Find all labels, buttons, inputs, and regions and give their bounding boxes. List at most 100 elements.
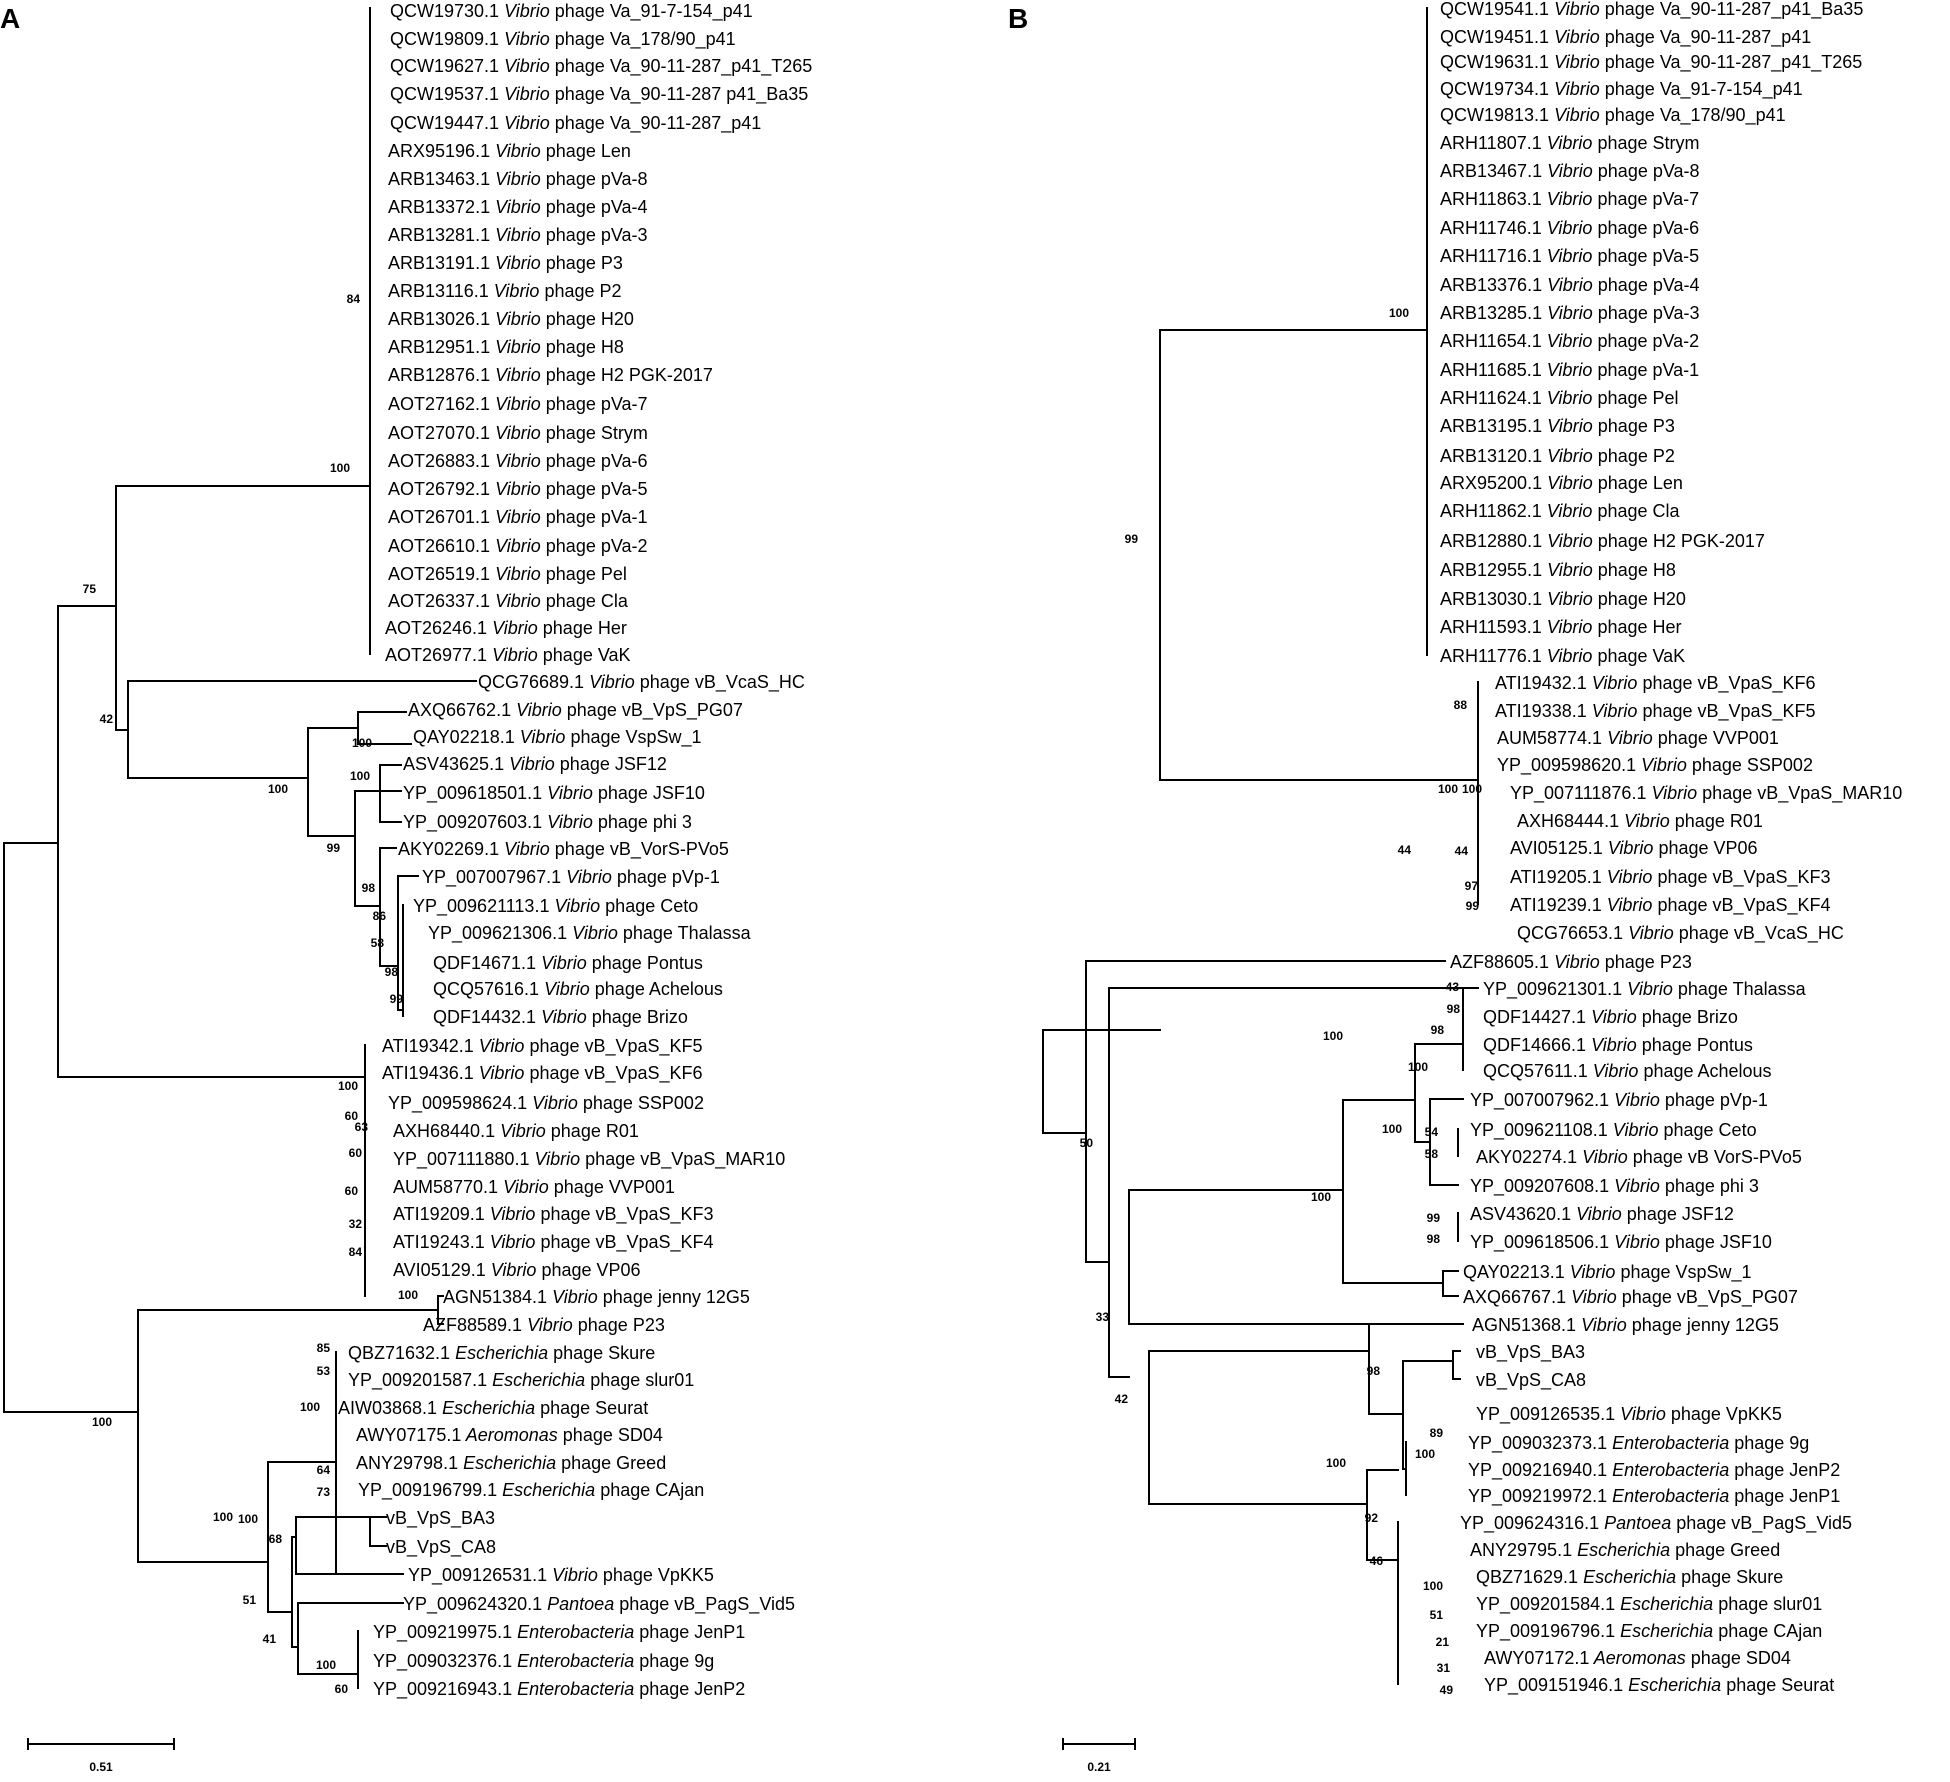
- tip-accession: AKY02269.1: [398, 839, 499, 859]
- tip-genus: Vibrio: [498, 1177, 549, 1197]
- tip-label: YP_009196799.1 Escherichia phage CAjan: [358, 1480, 704, 1501]
- tip-label: YP_009618501.1 Vibrio phage JSF10: [403, 783, 705, 804]
- tip-accession: YP_009201584.1: [1476, 1594, 1615, 1615]
- tip-accession: ARH11624.1: [1440, 388, 1542, 408]
- tip-accession: ARB13120.1: [1440, 446, 1542, 466]
- bootstrap-value: 53: [317, 1364, 331, 1378]
- tip-accession: QCQ57616.1: [433, 979, 539, 999]
- tip-accession: ARH11862.1: [1440, 501, 1542, 521]
- tip-phage-name: phage Cla: [1592, 501, 1680, 521]
- tip-accession: YP_007007967.1: [422, 867, 561, 888]
- tip-genus: Vibrio: [1602, 728, 1653, 748]
- tip-genus: Vibrio: [499, 29, 550, 49]
- tip-genus: Vibrio: [490, 225, 541, 245]
- tip-genus: Vibrio: [1622, 979, 1673, 999]
- tip-label: ARB13467.1 Vibrio phage pVa-8: [1440, 161, 1700, 181]
- tip-phage-name: phage Strym: [541, 423, 648, 443]
- tip-label: YP_009201584.1 Escherichia phage slur01: [1476, 1594, 1822, 1615]
- tip-phage-name: phage Pontus: [1637, 1035, 1753, 1055]
- tip-phage-name: phage P3: [541, 253, 623, 273]
- tip-accession: ARB12876.1: [388, 365, 490, 385]
- tip-genus: Vibrio: [495, 1121, 546, 1141]
- tip-phage-name: phage pVp-1: [1660, 1090, 1768, 1110]
- tip-phage-name: phage vB_VpaS_MAR10: [580, 1149, 785, 1170]
- tip-accession: AGN51384.1: [443, 1287, 547, 1307]
- tip-genus: Vibrio: [1587, 701, 1638, 721]
- bootstrap-value: 50: [1080, 1136, 1094, 1150]
- tip-genus: Vibrio: [1602, 867, 1653, 887]
- tip-label: ARB12880.1 Vibrio phage H2 PGK-2017: [1440, 531, 1765, 551]
- tip-label: YP_009598620.1 Vibrio phage SSP002: [1497, 755, 1813, 776]
- tip-accession: ARH11746.1: [1440, 218, 1542, 238]
- tip-label: AVI05125.1 Vibrio phage VP06: [1510, 838, 1758, 858]
- tip-phage-name: phage VaK: [1592, 646, 1685, 666]
- tip-accession: QDF14666.1: [1483, 1035, 1586, 1055]
- tip-phage-name: phage Va_91-7-154_p41: [1600, 79, 1803, 100]
- tip-accession: QCW19734.1: [1440, 79, 1549, 99]
- tip-phage-name: phage vB_PagS_Vid5: [614, 1594, 795, 1615]
- tip-genus: Escherichia: [487, 1370, 585, 1390]
- tip-genus: Vibrio: [1577, 1147, 1628, 1167]
- tip-accession: ARB13030.1: [1440, 589, 1542, 609]
- bootstrap-value: 41: [263, 1632, 277, 1646]
- tip-genus: Vibrio: [515, 727, 566, 747]
- tip-genus: Vibrio: [529, 1149, 580, 1169]
- tip-accession: QDF14671.1: [433, 953, 536, 973]
- tip-phage-name: phage vB_VpaS_KF3: [535, 1204, 713, 1225]
- tip-label: QCQ57616.1 Vibrio phage Achelous: [433, 979, 723, 999]
- tip-phage-name: phage Thalassa: [1673, 979, 1807, 999]
- bootstrap-value: 99: [390, 992, 404, 1006]
- tip-genus: Vibrio: [485, 1204, 536, 1224]
- tip-genus: Vibrio: [1608, 1120, 1659, 1140]
- tip-genus: Vibrio: [1586, 1007, 1637, 1027]
- tip-accession: QCW19627.1: [390, 56, 499, 76]
- tip-label: QDF14666.1 Vibrio phage Pontus: [1483, 1035, 1753, 1055]
- tip-accession: QBZ71629.1: [1476, 1567, 1578, 1587]
- tip-genus: Vibrio: [536, 953, 587, 973]
- tip-label: ARH11624.1 Vibrio phage Pel: [1440, 388, 1679, 408]
- tip-genus: Vibrio: [490, 197, 541, 217]
- tip-accession: AVI05129.1: [393, 1260, 486, 1280]
- tip-labels: QCW19541.1 Vibrio phage Va_90-11-287_p41…: [1440, 0, 1902, 1696]
- tip-accession: ARB13376.1: [1440, 275, 1542, 295]
- bootstrap-value: 42: [100, 712, 114, 726]
- tip-phage-name: phage H20: [541, 309, 634, 329]
- tip-phage-name: phage H2 PGK-2017: [1593, 531, 1765, 551]
- tip-accession: ATI19436.1: [382, 1063, 474, 1083]
- tip-accession: YP_009624320.1: [403, 1594, 542, 1615]
- tip-genus: Escherichia: [458, 1453, 556, 1473]
- tip-label: QCQ57611.1 Vibrio phage Achelous: [1483, 1061, 1772, 1081]
- bootstrap-value: 100: [1408, 1060, 1428, 1074]
- tip-label: AKY02274.1 Vibrio phage vB VorS-PVo5: [1476, 1147, 1802, 1167]
- scale-bar-label: 0.21: [1087, 1760, 1111, 1774]
- tip-accession: YP_009598624.1: [388, 1093, 527, 1114]
- tip-accession: ARH11776.1: [1440, 646, 1542, 666]
- tip-label: AOT26610.1 Vibrio phage pVa-2: [388, 536, 648, 556]
- tip-accession: ARB13116.1: [388, 281, 489, 301]
- tip-label: ARB13376.1 Vibrio phage pVa-4: [1440, 275, 1700, 295]
- tip-phage-name: phage slur01: [1713, 1594, 1822, 1614]
- tip-label: YP_009621306.1 Vibrio phage Thalassa: [428, 923, 752, 944]
- tip-phage-name: phage jenny 12G5: [1627, 1315, 1779, 1335]
- tip-phage-name: phage pVp-1: [612, 867, 720, 887]
- tip-genus: Escherichia: [1572, 1540, 1670, 1560]
- tip-label: ANY29798.1 Escherichia phage Greed: [356, 1453, 666, 1473]
- tip-accession: YP_009032373.1: [1468, 1433, 1607, 1454]
- tip-label: QCG76689.1 Vibrio phage vB_VcaS_HC: [478, 672, 805, 693]
- tree-branches: [3, 7, 477, 1689]
- panel-label: B: [1008, 3, 1028, 34]
- tip-accession: YP_009196799.1: [358, 1480, 497, 1501]
- tip-label: ARH11593.1 Vibrio phage Her: [1440, 617, 1682, 637]
- tip-genus: Vibrio: [1542, 416, 1593, 436]
- tip-accession: ATI19243.1: [393, 1232, 485, 1252]
- tip-accession: QCW19809.1: [390, 29, 499, 49]
- bootstrap-value: 100: [1311, 1190, 1331, 1204]
- tip-label: ASV43625.1 Vibrio phage JSF12: [403, 754, 667, 774]
- tip-phage-name: phage JenP1: [634, 1622, 745, 1642]
- bootstrap-value: 60: [345, 1184, 359, 1198]
- tip-genus: Vibrio: [499, 84, 550, 104]
- tip-label: AUM58774.1 Vibrio phage VVP001: [1497, 728, 1779, 748]
- tip-label: ARH11862.1 Vibrio phage Cla: [1440, 501, 1680, 521]
- tip-phage-name: phage vB_VorS-PVo5: [550, 839, 729, 860]
